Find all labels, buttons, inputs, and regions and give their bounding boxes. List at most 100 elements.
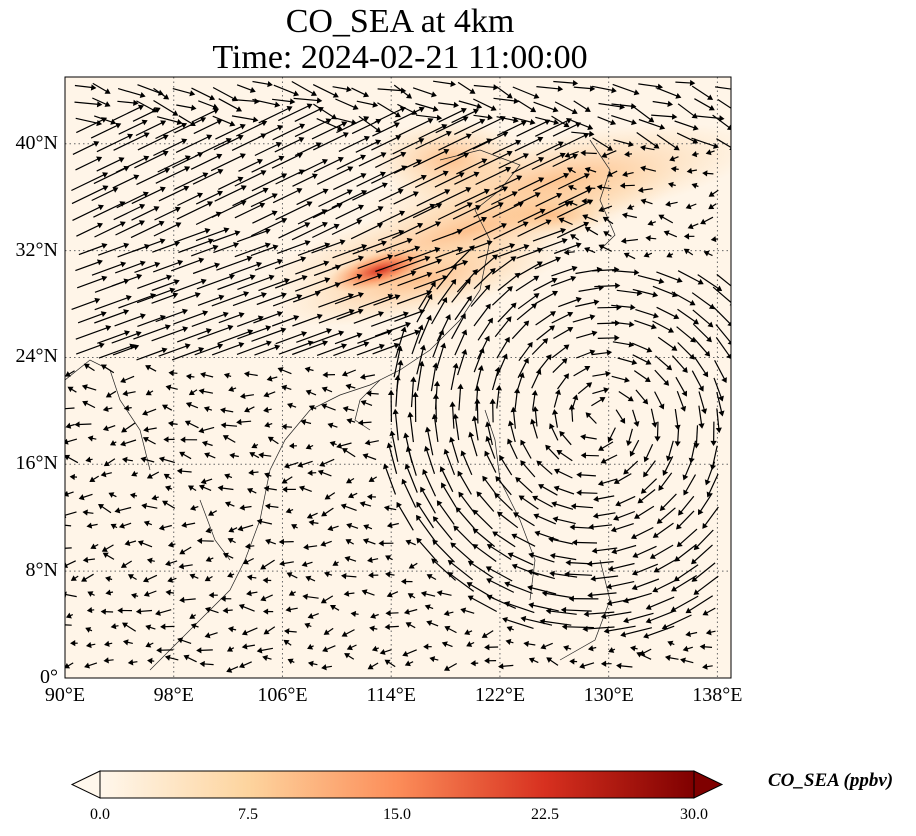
wind-vector-head: [476, 491, 483, 498]
wind-vector: [461, 451, 473, 476]
wind-vector: [331, 256, 364, 269]
wind-vector: [313, 157, 344, 173]
wind-vector-head: [538, 484, 545, 490]
wind-vector: [416, 502, 435, 529]
wind-vector-head: [320, 597, 327, 604]
wind-vector-head: [298, 485, 305, 492]
wind-vector-head: [146, 473, 153, 479]
wind-vector: [357, 255, 393, 269]
wind-vector-head: [418, 360, 425, 367]
wind-vector: [111, 331, 141, 344]
wind-vector-head: [283, 462, 290, 469]
wind-vector: [96, 157, 124, 172]
wind-vector-head: [444, 189, 451, 195]
wind-vector-head: [457, 246, 464, 253]
wind-vector-head: [396, 345, 403, 352]
wind-vector: [77, 312, 106, 324]
wind-vector: [258, 106, 292, 124]
wind-vector-head: [400, 326, 407, 333]
wind-vector-head: [381, 182, 388, 189]
wind-vector-head: [606, 599, 613, 607]
wind-vector-head: [183, 654, 190, 661]
wind-vector-head: [304, 240, 311, 246]
wind-vector-head: [189, 504, 197, 511]
wind-vector-head: [243, 371, 250, 378]
wind-vector-head: [549, 325, 556, 332]
wind-vector-head: [227, 537, 234, 544]
wind-vector-head: [579, 662, 586, 669]
wind-vector: [692, 309, 713, 328]
wind-vector: [272, 188, 302, 204]
wind-vector: [254, 345, 280, 356]
wind-vector: [116, 192, 149, 209]
wind-vector-head: [379, 649, 386, 655]
wind-vector-head: [123, 242, 130, 249]
wind-vector-head: [159, 238, 166, 245]
wind-vector-head: [484, 450, 490, 457]
wind-vector-head: [363, 116, 370, 122]
wind-vector: [418, 315, 432, 344]
wind-vector: [393, 346, 402, 378]
wind-vector-head: [112, 186, 119, 193]
wind-vector-head: [320, 540, 327, 547]
wind-vector-head: [481, 216, 488, 223]
wind-vector-head: [616, 662, 622, 670]
wind-vector-head: [682, 645, 689, 652]
wind-vector: [193, 119, 222, 135]
wind-vector-head: [151, 494, 158, 501]
wind-vector-head: [608, 647, 615, 653]
wind-vector-head: [102, 172, 109, 178]
wind-vector-head: [466, 582, 473, 588]
wind-vector: [312, 224, 339, 239]
wind-vector-head: [94, 297, 101, 304]
wind-vector: [335, 205, 364, 220]
wind-vector-head: [341, 448, 348, 454]
wind-vector-head: [580, 452, 587, 459]
wind-vector-head: [67, 386, 74, 393]
wind-vector: [653, 522, 674, 538]
wind-vector: [416, 114, 442, 119]
wind-vector: [76, 223, 103, 237]
wind-vector-head: [348, 308, 355, 315]
wind-vector-head: [347, 293, 354, 299]
wind-vector-head: [181, 138, 188, 145]
wind-vector-head: [619, 417, 626, 424]
wind-vector-head: [222, 607, 229, 614]
wind-vector: [130, 221, 164, 239]
wind-vector: [633, 545, 657, 558]
wind-vector-head: [418, 138, 425, 144]
wind-vector-head: [165, 384, 172, 391]
wind-vector-head: [645, 235, 651, 242]
wind-vector-head: [356, 219, 363, 225]
wind-vector-head: [532, 495, 539, 502]
wind-vector-head: [220, 595, 226, 602]
wind-vector: [677, 270, 703, 285]
wind-vector-head: [342, 406, 349, 413]
wind-vector: [76, 276, 107, 289]
wind-vector-head: [628, 341, 635, 348]
wind-vector-head: [494, 492, 501, 499]
wind-vector-head: [670, 585, 678, 592]
wind-vector: [416, 294, 433, 323]
wind-vector-head: [610, 526, 617, 533]
wind-vector: [454, 119, 485, 135]
wind-vector-head: [405, 321, 411, 328]
wind-vector-head: [705, 629, 712, 636]
wind-vector-head: [426, 293, 433, 300]
wind-vector: [624, 612, 654, 622]
wind-vector: [398, 175, 427, 190]
wind-vector-head: [217, 343, 224, 350]
wind-vector-head: [710, 236, 717, 243]
wind-vector-head: [143, 426, 149, 433]
lat-tick-label: 0°: [40, 666, 58, 688]
wind-vector-head: [166, 274, 172, 281]
wind-vector-head: [626, 440, 633, 447]
wind-vector-head: [496, 511, 503, 518]
wind-vector-head: [461, 348, 468, 355]
wind-vector-head: [565, 117, 573, 124]
wind-vector-head: [637, 186, 644, 194]
wind-vector-head: [569, 524, 575, 531]
wind-vector: [450, 437, 459, 463]
wind-vector-head: [267, 436, 274, 443]
wind-vector-head: [702, 371, 709, 378]
